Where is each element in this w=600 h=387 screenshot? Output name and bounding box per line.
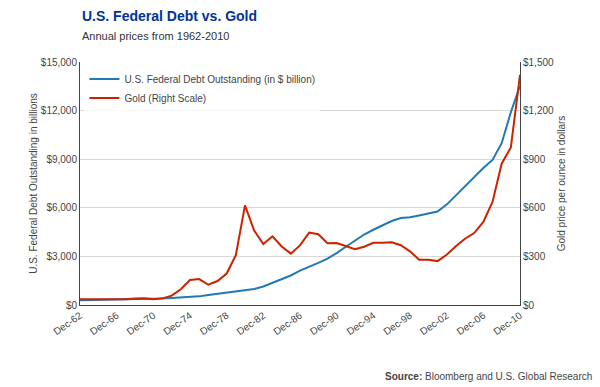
svg-text:Dec-86: Dec-86	[271, 309, 304, 337]
svg-text:$0: $0	[66, 300, 78, 311]
svg-text:Dec-06: Dec-06	[455, 309, 488, 337]
svg-text:Dec-98: Dec-98	[381, 309, 414, 337]
svg-text:Dec-90: Dec-90	[308, 309, 341, 337]
svg-text:U.S. Federal Debt vs. Gold: U.S. Federal Debt vs. Gold	[82, 8, 257, 24]
svg-text:U.S. Federal Debt Outstanding: U.S. Federal Debt Outstanding in billion…	[28, 93, 39, 274]
svg-text:Dec-02: Dec-02	[418, 309, 451, 337]
svg-text:Dec-10: Dec-10	[491, 309, 524, 337]
svg-text:$12,000: $12,000	[41, 105, 78, 116]
svg-text:Gold price per ounce in dollar: Gold price per ounce in dollars	[556, 116, 567, 252]
svg-text:Source: Bloomberg and U.S. Glo: Source: Bloomberg and U.S. Global Resear…	[385, 371, 592, 382]
svg-text:$600: $600	[523, 202, 546, 213]
svg-text:$3,000: $3,000	[46, 251, 77, 262]
svg-text:Dec-78: Dec-78	[198, 309, 231, 337]
svg-text:$9,000: $9,000	[46, 154, 77, 165]
svg-text:$900: $900	[523, 154, 546, 165]
svg-text:$1,500: $1,500	[523, 57, 554, 68]
svg-text:Dec-70: Dec-70	[125, 309, 158, 337]
svg-text:$6,000: $6,000	[46, 202, 77, 213]
svg-text:$15,000: $15,000	[41, 57, 78, 68]
svg-text:U.S. Federal Debt Outstanding: U.S. Federal Debt Outstanding (in $ bill…	[124, 74, 315, 85]
svg-text:Dec-94: Dec-94	[345, 309, 378, 337]
svg-text:Annual prices from 1962-2010: Annual prices from 1962-2010	[82, 30, 229, 42]
svg-text:Gold (Right Scale): Gold (Right Scale)	[124, 93, 206, 104]
svg-text:Dec-62: Dec-62	[51, 309, 84, 337]
svg-text:Dec-74: Dec-74	[161, 309, 194, 337]
svg-text:Dec-82: Dec-82	[235, 309, 268, 337]
svg-text:$300: $300	[523, 251, 546, 262]
svg-text:$0: $0	[523, 300, 535, 311]
svg-text:Dec-66: Dec-66	[88, 309, 121, 337]
svg-text:$1,200: $1,200	[523, 105, 554, 116]
